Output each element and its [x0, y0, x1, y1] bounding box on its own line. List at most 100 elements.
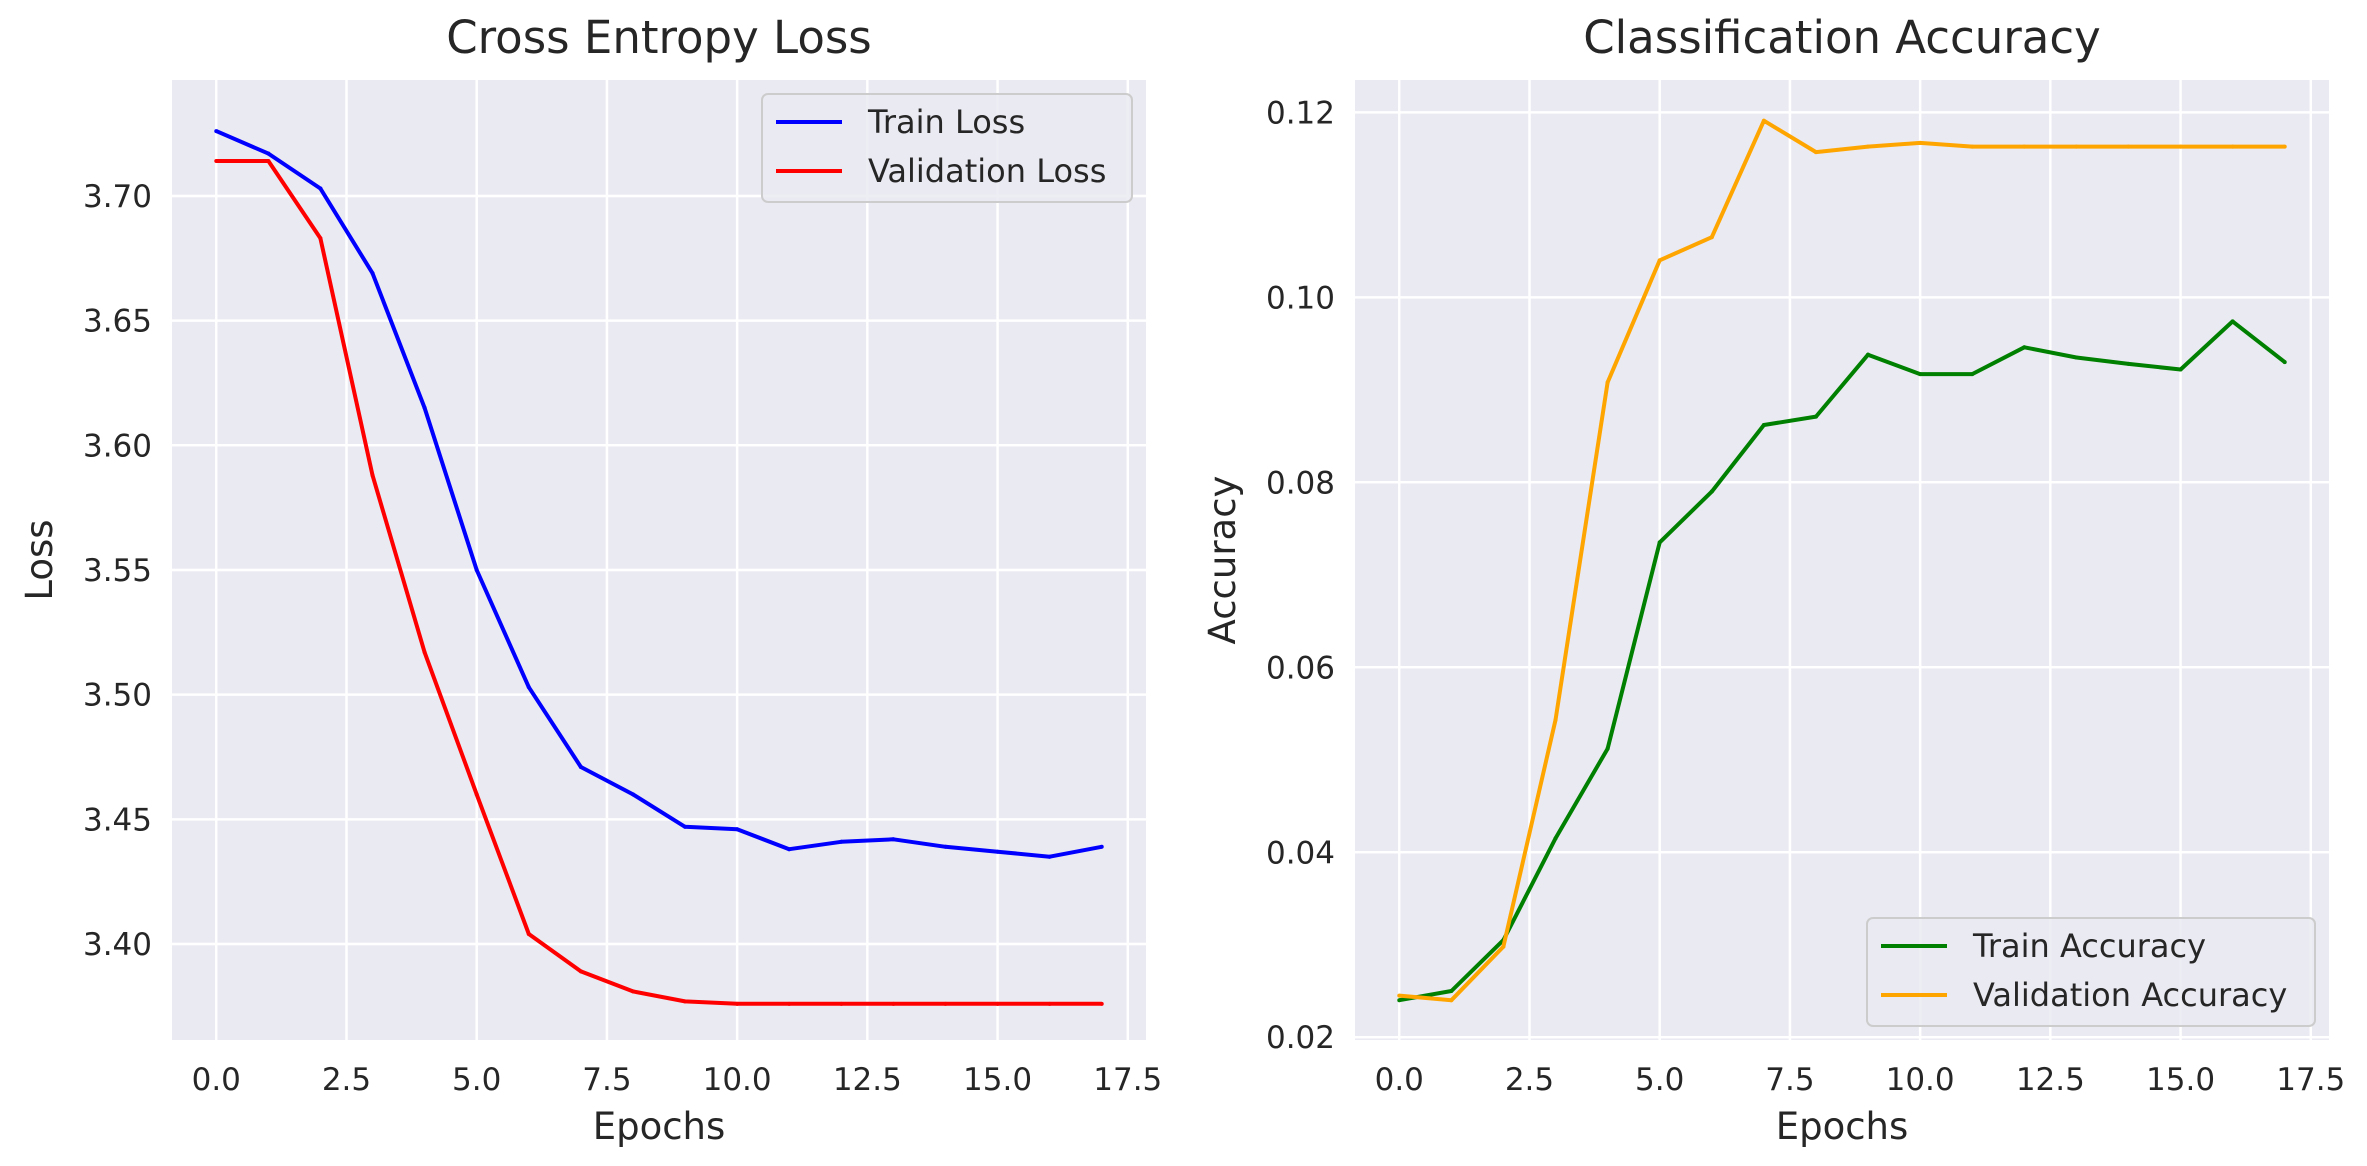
legend-box	[1866, 917, 2316, 1027]
data-point	[1099, 844, 1104, 849]
data-point	[1813, 150, 1818, 155]
y-tick-label: 0.02	[1266, 1020, 1335, 1056]
series-line-2	[216, 159, 1102, 1006]
y-tick-label: 0.06	[1266, 650, 1335, 686]
x-tick-label: 15.0	[963, 1062, 1032, 1098]
data-point	[1047, 1001, 1052, 1006]
x-tick-label: 10.0	[703, 1062, 772, 1098]
data-point	[1501, 944, 1506, 949]
legend-label: Train Accuracy	[1972, 927, 2206, 965]
data-point	[422, 405, 427, 410]
data-point	[422, 650, 427, 655]
data-point	[995, 1001, 1000, 1006]
data-point	[1099, 1001, 1104, 1006]
y-tick-label: 3.45	[83, 802, 152, 838]
data-point	[683, 999, 688, 1004]
data-point	[630, 989, 635, 994]
data-point	[1866, 144, 1871, 149]
data-point	[2126, 361, 2131, 366]
legend: Train Accuracy Validation Accuracy	[1866, 917, 2316, 1027]
y-axis-label: Loss	[18, 519, 61, 600]
y-tick-label: 3.65	[83, 304, 152, 340]
x-axis-label: Epochs	[593, 1105, 726, 1148]
legend-label: Validation Accuracy	[1973, 976, 2287, 1014]
legend-box	[761, 93, 1133, 203]
data-point	[578, 764, 583, 769]
x-tick-label: 7.5	[1765, 1062, 1814, 1098]
data-point	[891, 1001, 896, 1006]
data-point	[370, 473, 375, 478]
series-line-1	[215, 129, 1103, 859]
x-tick-label: 10.0	[1886, 1062, 1955, 1098]
data-point	[1761, 422, 1766, 427]
data-point	[1918, 140, 1923, 145]
data-point	[214, 159, 219, 164]
data-point	[630, 792, 635, 797]
chart-title: Cross Entropy Loss	[446, 11, 872, 64]
y-tick-label: 3.50	[83, 678, 152, 714]
y-tick-label: 0.04	[1266, 835, 1335, 871]
x-tick-label: 2.5	[322, 1062, 371, 1098]
legend-label: Train Loss	[867, 103, 1025, 141]
data-point	[1709, 489, 1714, 494]
data-point	[474, 792, 479, 797]
data-point	[2126, 144, 2131, 149]
plot-area	[1355, 80, 2329, 1040]
series-line-2	[1399, 118, 2285, 1003]
y-axis-label: Accuracy	[1201, 476, 1244, 645]
chart-panel-1: 0.0 2.5 5.0 7.5 10.0 12.5 15.0 17.5 3.40 3.45 3.50…	[18, 11, 1162, 1148]
data-point	[735, 827, 740, 832]
legend-label: Validation Loss	[868, 152, 1106, 190]
data-point	[2230, 319, 2235, 324]
data-point	[839, 839, 844, 844]
x-tick-label: 5.0	[1635, 1062, 1684, 1098]
data-point	[2074, 144, 2079, 149]
data-point	[1970, 144, 1975, 149]
x-tick-label: 12.5	[833, 1062, 902, 1098]
chart-panel-2: 0.0 2.5 5.0 7.5 10.0 12.5 15.0 17.5 0.02 0.04 0.06…	[1201, 11, 2345, 1148]
data-point	[2178, 144, 2183, 149]
y-tick-label: 3.60	[83, 428, 152, 464]
x-tick-label: 2.5	[1505, 1062, 1554, 1098]
data-point	[2282, 360, 2287, 365]
data-point	[266, 151, 271, 156]
data-point	[1918, 372, 1923, 377]
data-point	[1813, 414, 1818, 419]
x-tick-label: 5.0	[452, 1062, 501, 1098]
y-tick-label: 0.12	[1266, 95, 1335, 131]
data-point	[370, 271, 375, 276]
x-tick-label: 12.5	[2016, 1062, 2085, 1098]
data-point	[1970, 372, 1975, 377]
data-point	[2022, 144, 2027, 149]
data-point	[943, 1001, 948, 1006]
data-point	[318, 186, 323, 191]
x-tick-label: 7.5	[582, 1062, 631, 1098]
data-point	[526, 932, 531, 937]
y-tick-label: 0.08	[1266, 465, 1335, 501]
data-point	[1657, 258, 1662, 263]
data-point	[1605, 380, 1610, 385]
data-point	[787, 1001, 792, 1006]
data-point	[2074, 355, 2079, 360]
x-tick-label: 0.0	[1375, 1062, 1424, 1098]
data-point	[1657, 540, 1662, 545]
plot-area	[172, 80, 1146, 1040]
data-point	[995, 849, 1000, 854]
data-point	[735, 1001, 740, 1006]
data-point	[1866, 352, 1871, 357]
y-tick-label: 3.70	[83, 179, 152, 215]
data-point	[1397, 993, 1402, 998]
data-point	[526, 685, 531, 690]
data-point	[683, 824, 688, 829]
data-point	[1449, 988, 1454, 993]
data-point	[474, 567, 479, 572]
x-tick-label: 17.5	[1093, 1062, 1162, 1098]
data-point	[787, 847, 792, 852]
data-point	[891, 837, 896, 842]
y-tick-label: 3.55	[83, 553, 152, 589]
data-point	[214, 129, 219, 134]
data-point	[1761, 118, 1766, 123]
data-point	[2178, 367, 2183, 372]
x-tick-label: 15.0	[2146, 1062, 2215, 1098]
